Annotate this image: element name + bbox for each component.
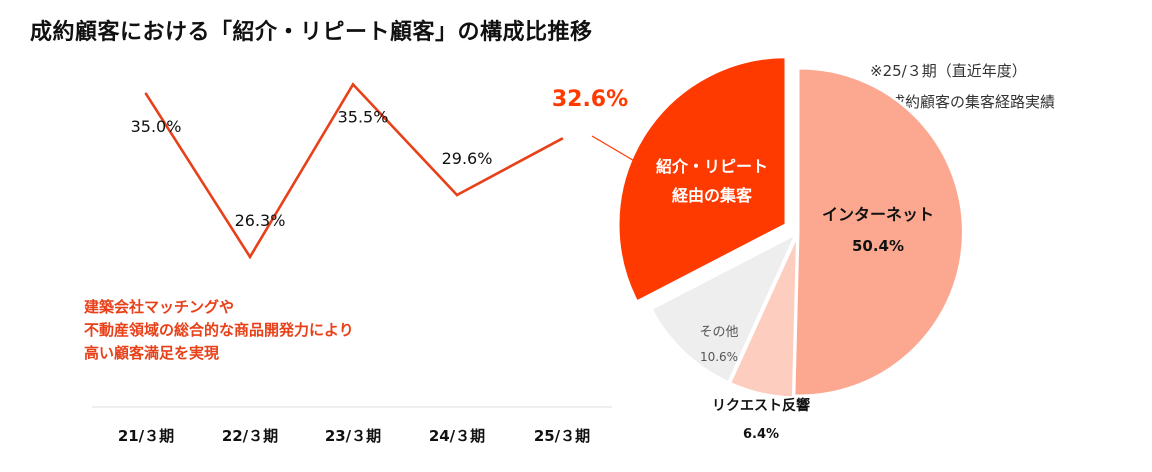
line-point-25/３期	[560, 137, 564, 141]
pie-label-2-0: その他	[699, 325, 738, 340]
x-tick-label-4: 25/３期	[534, 427, 590, 445]
pie-slice-2	[648, 230, 800, 385]
line-label-latest: 32.6%	[552, 87, 628, 112]
line-point-21/３期	[144, 92, 148, 96]
x-tick-label-0: 21/３期	[118, 427, 174, 445]
x-tick-label-1: 22/３期	[222, 427, 278, 445]
tagline-line-2: 不動産領域の総合的な商品開発力により	[84, 321, 354, 339]
pie-value-0: 50.4%	[852, 237, 904, 255]
pie-label-3-0: 紹介・リピート	[656, 157, 768, 176]
chart-title: 成約顧客における「紹介・リピート顧客」の構成比推移	[30, 20, 593, 45]
pie-slice-0	[792, 66, 965, 398]
pie-note-period: ※25/３期（直近年度）	[870, 62, 1027, 80]
tagline-line-3: 高い顧客満足を実現	[84, 344, 220, 362]
line-label-0: 35.0%	[131, 117, 182, 136]
pie-label-1-0: リクエスト反響	[712, 397, 810, 414]
tagline-line-1: 建築会社マッチングや	[84, 298, 235, 316]
pie-value-1: 6.4%	[743, 427, 779, 442]
pie-value-2: 10.6%	[700, 350, 738, 364]
line-point-23/３期	[351, 83, 355, 86]
pie-label-3-1: 経由の集客	[672, 186, 753, 205]
x-tick-label-3: 24/３期	[429, 427, 485, 445]
leader-line	[591, 135, 649, 170]
line-label-3: 29.6%	[442, 149, 493, 168]
pie-label-0-0: インターネット	[822, 205, 934, 224]
line-point-24/３期	[455, 193, 459, 197]
tagline: 建築会社マッチングや 不動産領域の総合的な商品開発力により 高い顧客満足を実現	[84, 296, 354, 365]
line-label-1: 26.3%	[235, 211, 286, 230]
pie-slice-3	[616, 55, 788, 304]
pie-chart: インターネット 50.4% リクエスト反響 6.4% その他 10.6% 紹介・リピート経由…	[591, 55, 965, 442]
line-chart: 35.0% 26.3% 35.5% 29.6% 32.6% 21/３期 22/３期 23/３期…	[92, 82, 628, 445]
pie-note-caption: 成約顧客の集客経路実績	[890, 93, 1056, 111]
x-tick-label-2: 23/３期	[325, 427, 381, 445]
line-label-2: 35.5%	[338, 107, 389, 126]
line-point-22/３期	[248, 255, 252, 259]
